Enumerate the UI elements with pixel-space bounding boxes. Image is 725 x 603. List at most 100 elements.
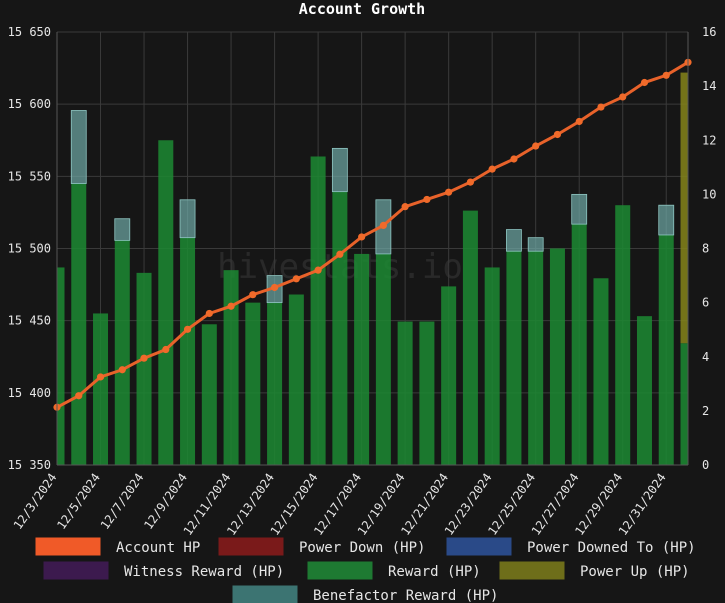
x-tick-label: 12/7/2024 — [98, 471, 147, 532]
chart-title: Account Growth — [299, 0, 425, 18]
benefactor-reward-bar — [70, 110, 87, 184]
account-hp-point — [510, 155, 518, 163]
reward-bar — [332, 191, 348, 465]
legend-label: Reward (HP) — [388, 564, 481, 580]
legend-swatch — [307, 561, 373, 580]
reward-bar — [593, 278, 609, 465]
y-left-tick-label: 15 350 — [8, 458, 51, 472]
benefactor-reward-bar — [179, 199, 196, 239]
legend-item[interactable]: Power Up (HP) — [499, 561, 690, 580]
y-right-tick-label: 0 — [702, 458, 709, 472]
legend-item[interactable]: Benefactor Reward (HP) — [232, 585, 498, 603]
y-right-tick-label: 4 — [702, 350, 709, 364]
grid — [56, 31, 688, 466]
y-left-tick-label: 15 500 — [8, 242, 51, 256]
reward-bar — [528, 251, 544, 465]
account-hp-point — [575, 117, 583, 126]
account-hp-point — [270, 283, 279, 292]
account-hp-point — [140, 354, 148, 362]
legend-item[interactable]: Power Downed To (HP) — [446, 537, 696, 556]
y-right-tick-label: 12 — [702, 133, 716, 147]
account-hp-point — [118, 366, 126, 374]
account-hp-point — [336, 250, 344, 258]
reward-bar — [136, 272, 152, 465]
legend-swatch — [43, 561, 109, 580]
reward-bar — [506, 251, 522, 465]
reward-bar — [57, 267, 65, 465]
account-hp-point — [662, 71, 670, 79]
reward-bar — [114, 240, 130, 465]
account-hp-point — [183, 325, 192, 333]
account-hp-point — [445, 188, 453, 196]
reward-bar — [419, 321, 435, 465]
power-up-bar — [680, 72, 688, 344]
reward-bar — [201, 324, 217, 465]
benefactor-reward-bar — [527, 237, 544, 252]
benefactor-reward-bar — [506, 229, 522, 252]
account-hp-point — [205, 309, 213, 318]
y-left-tick-label: 15 400 — [8, 386, 51, 400]
account-hp-point — [162, 345, 170, 354]
x-tick-label: 12/5/2024 — [54, 471, 103, 532]
account-hp-point — [597, 103, 605, 111]
account-hp-point — [401, 203, 409, 211]
account-hp-point — [379, 221, 387, 230]
y-right-tick-label: 6 — [702, 296, 709, 310]
account-hp-point — [314, 266, 322, 274]
reward-bar — [223, 270, 239, 465]
legend-label: Power Down (HP) — [299, 540, 425, 556]
reward-bar — [484, 267, 500, 465]
legend-swatch — [446, 537, 512, 556]
reward-bar — [615, 205, 631, 465]
reward-bar — [93, 313, 109, 465]
legend-swatch — [499, 561, 565, 580]
legend-swatch — [218, 537, 284, 556]
legend-label: Witness Reward (HP) — [124, 564, 284, 580]
y-right-tick-label: 2 — [702, 404, 709, 418]
y-left-tick-label: 15 650 — [8, 25, 51, 39]
reward-bar — [354, 253, 370, 465]
legend-item[interactable]: Reward (HP) — [307, 561, 481, 580]
x-tick-label: 12/3/2024 — [11, 471, 60, 532]
account-hp-point — [619, 93, 627, 101]
legend-item[interactable]: Account HP — [35, 537, 200, 556]
y-left-tick-label: 15 600 — [8, 97, 51, 111]
benefactor-reward-bar — [571, 193, 588, 225]
account-hp-point — [488, 165, 496, 173]
reward-bar — [310, 156, 326, 466]
legend-label: Benefactor Reward (HP) — [313, 588, 498, 603]
account-hp-point — [358, 233, 366, 241]
bars — [57, 72, 688, 466]
y-left-tick-label: 15 450 — [8, 314, 51, 328]
y-right-tick-label: 14 — [702, 79, 716, 93]
reward-bar — [462, 210, 478, 465]
reward-bar — [71, 183, 87, 466]
legend-item[interactable]: Witness Reward (HP) — [43, 561, 284, 580]
reward-bar — [636, 316, 652, 465]
reward-bar — [680, 343, 688, 465]
y-right-tick-label: 16 — [702, 25, 716, 39]
benefactor-reward-bar — [114, 218, 131, 241]
legend-label: Account HP — [116, 540, 200, 556]
legend-swatch — [232, 585, 298, 603]
legend-swatch — [35, 537, 101, 556]
reward-bar — [288, 294, 304, 465]
legend-item[interactable]: Power Down (HP) — [218, 537, 425, 556]
x-tick-label: 12/9/2024 — [141, 471, 190, 532]
account-hp-point — [249, 291, 257, 299]
account-hp-point — [466, 178, 475, 186]
reward-bar — [397, 321, 413, 465]
account-hp-line-path — [56, 61, 689, 409]
reward-bar — [549, 248, 565, 465]
account-hp-point — [227, 302, 235, 310]
benefactor-reward-bar — [658, 204, 675, 236]
account-hp-point — [423, 195, 431, 204]
account-hp-point — [96, 373, 105, 381]
account-hp-point — [75, 392, 83, 400]
account-hp-line — [53, 58, 692, 411]
legend[interactable]: Account HP Power Down (HP) Power Downed To… — [35, 537, 696, 603]
y-right-tick-label: 10 — [702, 187, 716, 201]
reward-bar — [571, 224, 587, 465]
